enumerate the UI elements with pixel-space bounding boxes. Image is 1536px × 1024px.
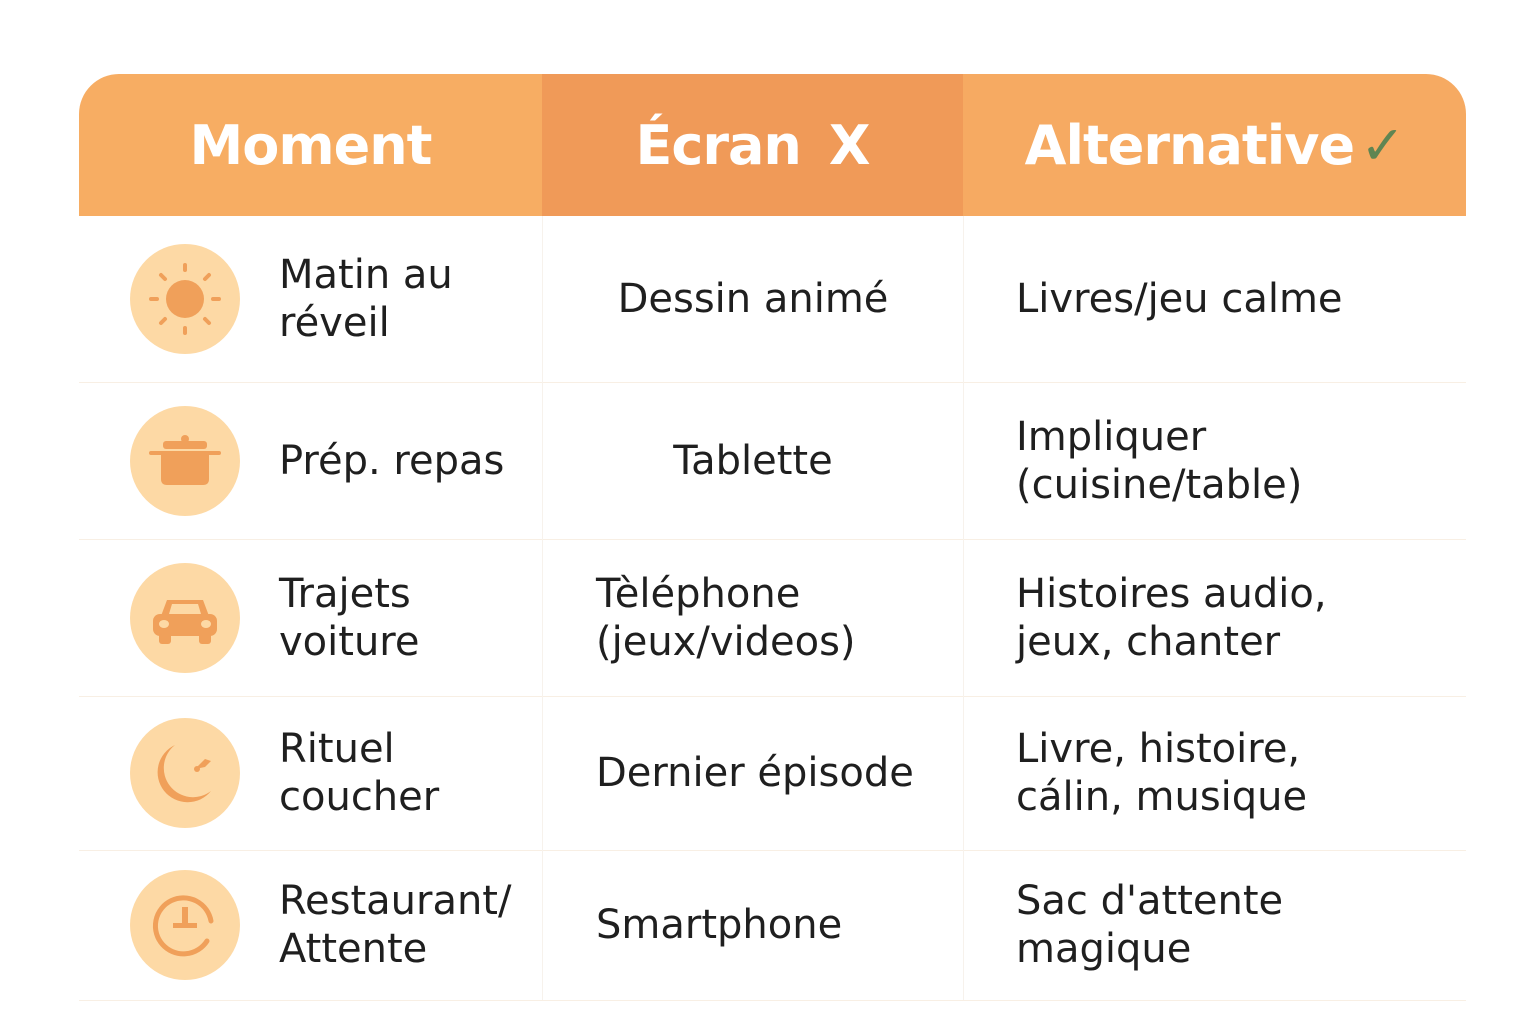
header-moment: Moment	[79, 74, 542, 216]
table-row: Matin au réveil Dessin animé Livres/jeu …	[79, 216, 1466, 383]
moment-text: Trajets voiture	[279, 570, 420, 665]
header-screen: Écran X	[542, 74, 963, 216]
check-icon: ✓	[1360, 113, 1405, 177]
alternative-text: Livre, histoire, cálin, musique	[1016, 726, 1308, 820]
screen-text: Tèléphone (jeux/videos)	[596, 570, 856, 665]
alternative-text: Livres/jeu calme	[1016, 276, 1343, 322]
table-row: Rituel coucher Dernier épisode Livre, hi…	[79, 696, 1466, 851]
moon-icon	[130, 718, 240, 828]
table-row: Prép. repas Tablette Impliquer (cuisine/…	[79, 382, 1466, 540]
cross-icon: X	[828, 113, 871, 177]
alternative-text: Histoires audio, jeux, chanter	[1016, 570, 1327, 665]
sun-icon	[130, 244, 240, 354]
clock-icon	[130, 870, 240, 980]
screen-text: Smartphone	[596, 902, 843, 948]
alternative-text: Impliquer (cuisine/table)	[1016, 413, 1303, 508]
table-row: Trajets voiture Tèléphone (jeux/videos) …	[79, 539, 1466, 697]
moment-text: Matin au réveil	[279, 252, 453, 346]
screen-text: Tablette	[673, 437, 833, 484]
alternative-text: Sac d'attente magique	[1016, 878, 1284, 972]
screen-text: Dessin animé	[617, 276, 889, 322]
screen-text: Dernier épisode	[596, 750, 914, 796]
header-alternative: Alternative ✓	[963, 74, 1466, 216]
moment-text: Prép. repas	[279, 437, 505, 484]
moment-text: Restaurant/ Attente	[279, 878, 512, 972]
table-header: Moment Écran X Alternative ✓	[79, 74, 1466, 216]
car-icon	[130, 562, 240, 673]
table-row: Restaurant/ Attente Smartphone Sac d'att…	[79, 850, 1466, 1001]
pot-icon	[130, 405, 240, 516]
moment-text: Rituel coucher	[279, 726, 440, 820]
